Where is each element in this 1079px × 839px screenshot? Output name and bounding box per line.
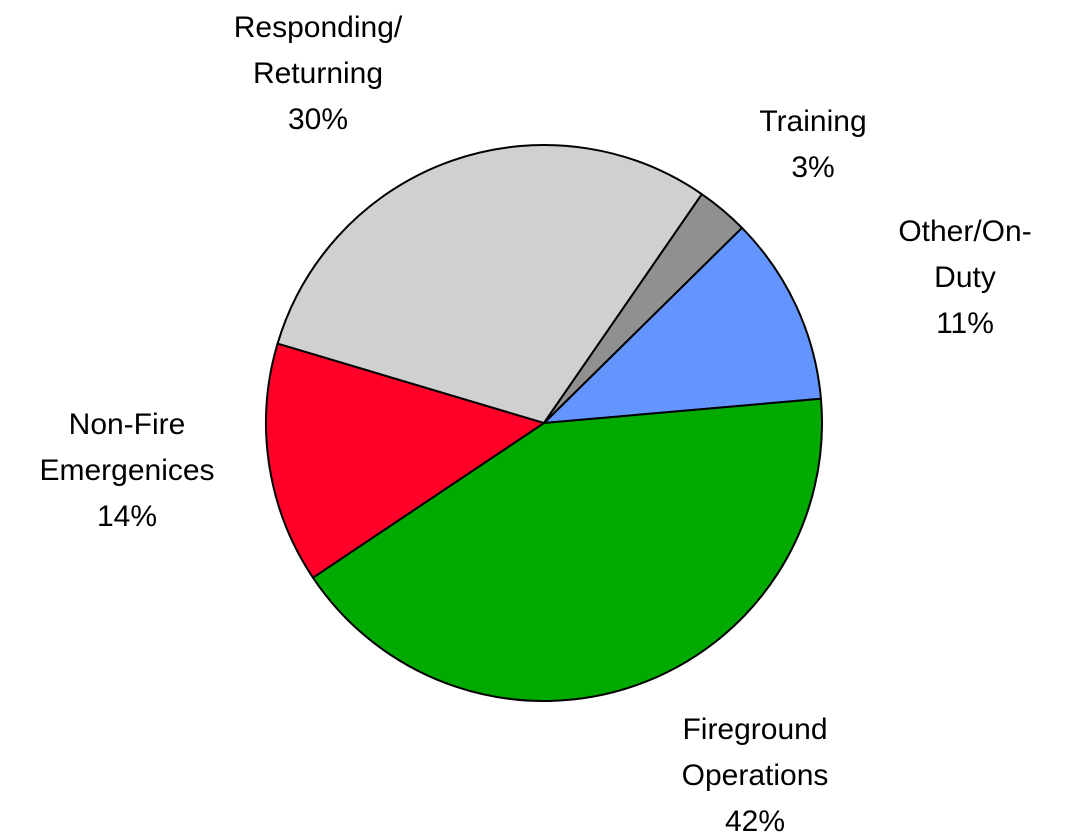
category-label: Training xyxy=(759,105,867,138)
pie-slice xyxy=(311,397,823,702)
slice-label: Other/On-Duty 11% xyxy=(898,209,1031,347)
value-label: 30% xyxy=(287,103,349,136)
value-label: 42% xyxy=(724,805,786,838)
value-label: 11% xyxy=(936,307,994,340)
slice-label: Responding/ Returning 30% xyxy=(234,5,402,143)
slice-label: Fireground Operations 42% xyxy=(682,707,829,839)
slice-label: Training 3% xyxy=(759,99,866,191)
pie-slice xyxy=(276,144,703,424)
category-label: Fireground Operations xyxy=(681,713,829,792)
category-label: Other/On-Duty xyxy=(898,215,1032,294)
value-label: 14% xyxy=(96,500,158,533)
slice-label: Non-Fire Emergenices 14% xyxy=(39,402,214,540)
pie-slice xyxy=(543,226,822,424)
value-label: 3% xyxy=(791,151,835,184)
category-label: Non-Fire Emergenices xyxy=(39,408,215,487)
pie-slice xyxy=(265,342,545,579)
pie-slice xyxy=(543,193,743,424)
category-label: Responding/ Returning xyxy=(233,11,403,90)
